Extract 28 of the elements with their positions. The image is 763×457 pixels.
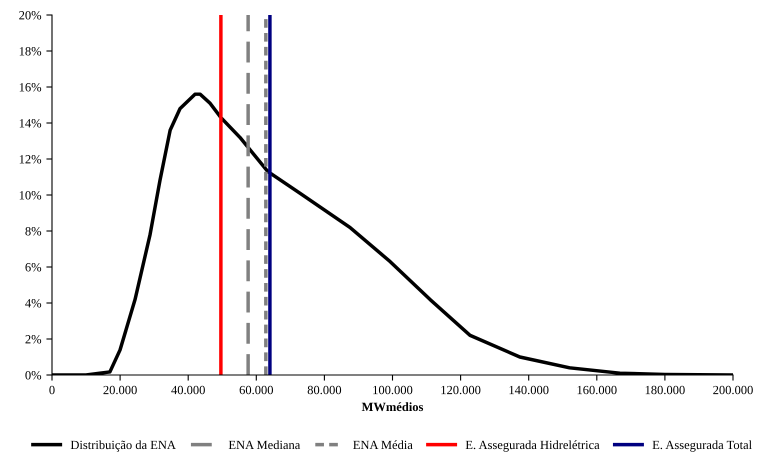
legend-label: E. Assegurada Total [652,440,752,452]
y-tick-label: 4% [25,299,42,308]
x-tick-label: 60.000 [240,386,274,394]
x-tick-label: 200.000 [713,386,753,394]
legend-label: Distribuição da ENA [70,440,176,452]
x-tick-label: 100.000 [373,386,412,394]
legend-label: ENA Mediana [228,440,300,450]
y-tick-label: 18% [20,47,42,56]
x-tick-label: 40.000 [171,386,205,394]
x-axis-title: MWmédios [362,402,424,412]
y-tick-label: 8% [25,227,42,236]
x-tick-label: 0 [49,386,55,394]
x-tick-label: 160.000 [578,386,617,394]
x-tick-label: 120.000 [441,386,480,394]
x-tick-label: 20.000 [103,386,137,394]
legend-label: E. Assegurada Hidrelétrica [466,440,600,452]
y-tick-label: 16% [20,83,42,92]
y-tick-label: 6% [25,263,42,272]
y-tick-label: 2% [25,335,42,344]
y-tick-label: 12% [20,155,42,164]
x-tick-label: 140.000 [509,386,549,394]
x-tick-label: 80.000 [308,386,342,394]
legend-label: ENA Média [353,440,413,450]
y-tick-label: 0% [25,371,42,380]
y-tick-label: 20% [19,11,42,20]
y-tick-label: 14% [20,119,42,128]
x-tick-label: 180.000 [646,386,685,394]
y-tick-label: 10% [20,191,42,200]
